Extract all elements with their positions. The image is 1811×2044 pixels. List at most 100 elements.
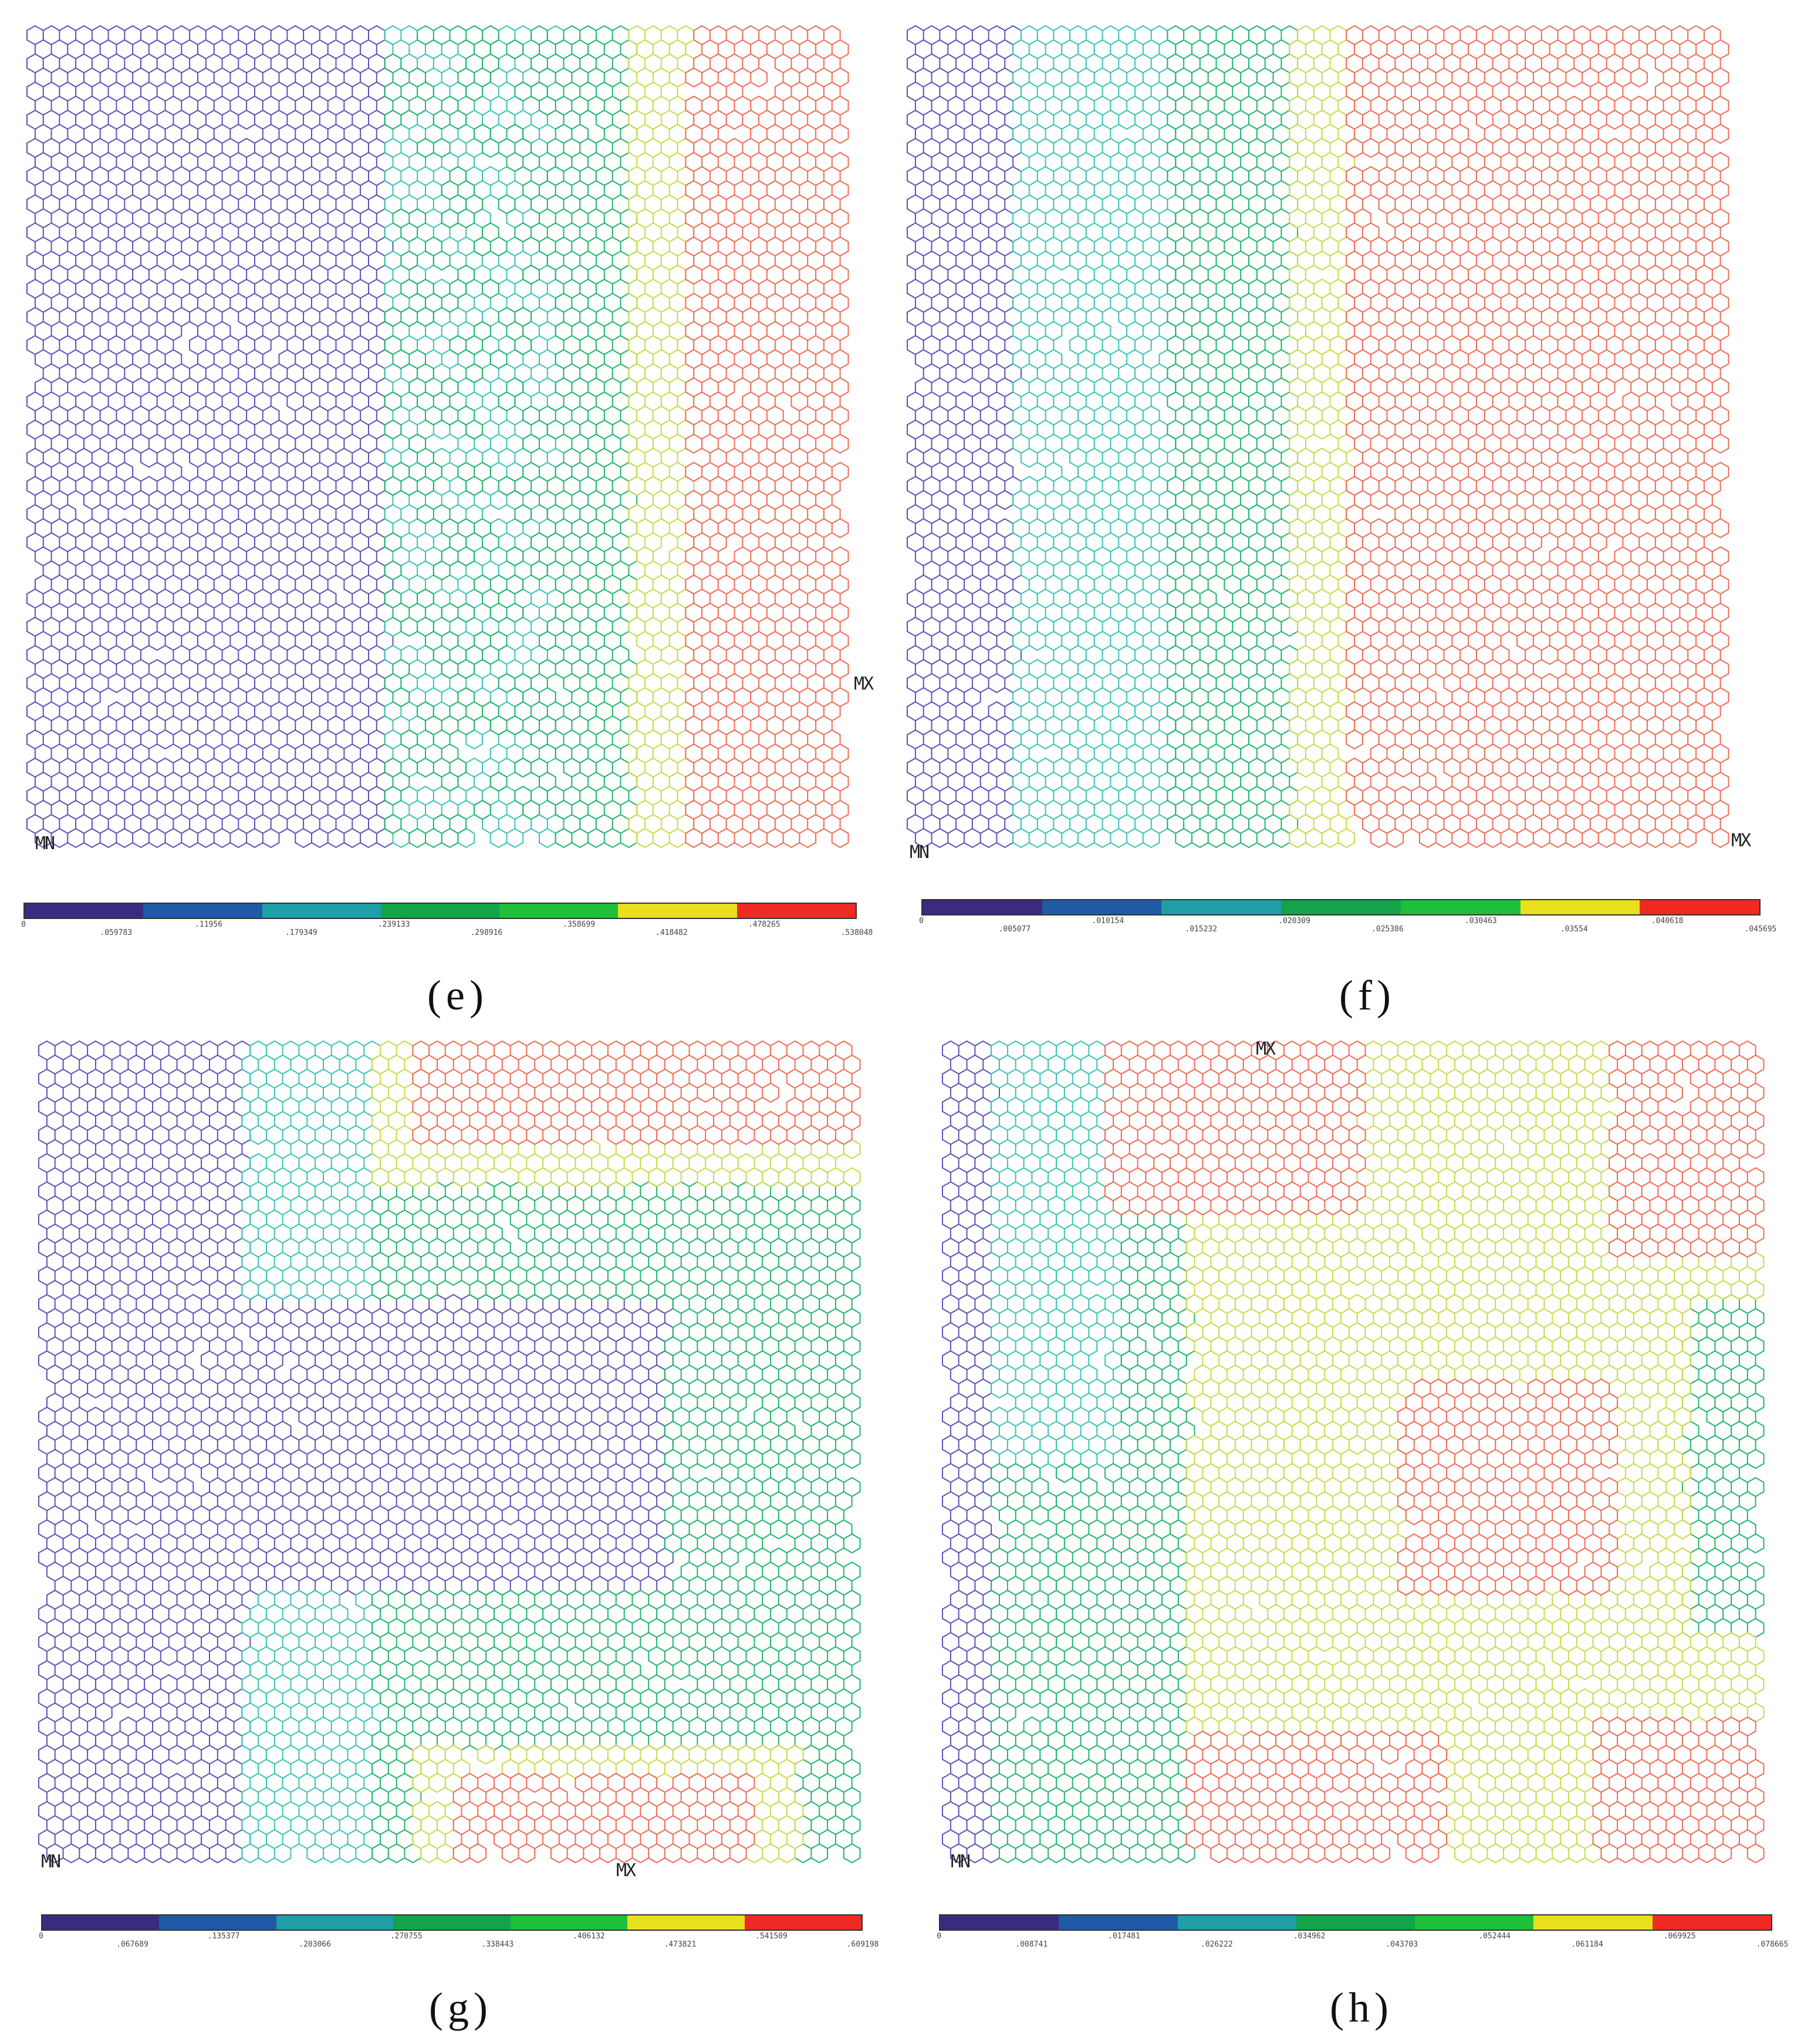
legend-tick-label: .239133	[377, 920, 410, 929]
min-marker: MN	[910, 842, 930, 863]
legend-tick-label: .015232	[1185, 925, 1218, 934]
legend-tick-label: .043703	[1386, 1940, 1418, 1949]
legend-band-3	[276, 1915, 394, 1930]
legend-ticks: 0 .059783 .11956 .179349 .239133 .298916 .3586…	[21, 920, 873, 938]
hex-cells-zone-3	[384, 25, 638, 849]
panel-caption-e: (e)	[427, 972, 488, 1019]
hex-mesh-g	[38, 1040, 861, 1864]
hex-cells-zone-4	[1289, 25, 1356, 849]
max-marker: MX	[854, 674, 874, 694]
legend-tick-label: .270755	[390, 1932, 423, 1941]
hex-mesh-h	[942, 1040, 1765, 1864]
legend-ticks: 0 .067689 .135377 .203066 .270755 .338443 .406…	[39, 1932, 879, 1950]
legend-tick-label: .135377	[207, 1932, 240, 1941]
legend-tick-label: .609198	[846, 1940, 879, 1949]
legend-band-2	[143, 904, 262, 918]
legend-tick-label: .473821	[664, 1940, 697, 1949]
hex-cells-zone-5	[1346, 25, 1729, 849]
legend-tick-label: .298916	[470, 928, 503, 937]
hex-cells-zone-2	[241, 1040, 381, 1864]
hex-cells-zone-5	[685, 25, 849, 849]
color-legend-bar	[23, 903, 857, 919]
legend-band-7	[1652, 1915, 1771, 1930]
legend-band-1	[923, 900, 1042, 914]
legend-band-2	[159, 1915, 276, 1930]
legend-band-6	[618, 904, 737, 918]
hex-cells-zone-3	[371, 1181, 861, 1864]
legend-band-6	[1533, 1915, 1653, 1930]
legend-tick-label: .017481	[1108, 1932, 1140, 1941]
color-legend-bar	[939, 1914, 1772, 1931]
legend-ticks: 0 .008741 .017481 .026222 .034962 .043703 .052…	[937, 1932, 1788, 1950]
legend-tick-label: .059783	[100, 928, 133, 937]
panel-caption-f: (f)	[1339, 972, 1396, 1019]
legend-band-2	[1042, 900, 1162, 914]
panel-e: MN MX 0 .059783 .11956 .179349 .239133 .29891…	[21, 23, 892, 1019]
legend-tick-label: .045695	[1744, 925, 1777, 934]
hex-cells-zone-5	[1104, 1040, 1765, 1864]
legend-tick-label: .020309	[1278, 917, 1310, 925]
legend-band-5	[499, 904, 619, 918]
max-marker: MX	[1256, 1039, 1276, 1059]
legend-tick-label: .052444	[1478, 1932, 1511, 1941]
legend-band-3	[1177, 1915, 1296, 1930]
hex-cells-zone-3	[1167, 25, 1299, 849]
color-legend-bar	[921, 899, 1761, 915]
legend-band-1	[42, 1915, 160, 1930]
legend-band-5	[510, 1915, 628, 1930]
legend-band-3	[262, 904, 381, 918]
legend-tick-label: .541509	[755, 1932, 788, 1941]
legend-band-5	[1400, 900, 1521, 914]
hex-cells-zone-5	[412, 1040, 861, 1864]
panel-h: MN MX 0 .008741 .017481 .026222 .034962 .0437…	[937, 1039, 1796, 2036]
legend-band-7	[744, 1915, 861, 1930]
legend-tick-label: .179349	[285, 928, 317, 937]
min-marker: MN	[35, 833, 55, 854]
legend-band-6	[1520, 900, 1640, 914]
legend-tick-label: .338443	[481, 1940, 514, 1949]
legend-tick-label: 0	[21, 920, 26, 929]
hex-mesh-f	[907, 25, 1729, 849]
min-marker: MN	[951, 1852, 971, 1872]
legend-tick-label: .030463	[1464, 917, 1497, 925]
legend-tick-label: .203066	[299, 1940, 332, 1949]
legend-tick-label: .010154	[1092, 917, 1124, 925]
legend-tick-label: .358699	[563, 920, 596, 929]
legend-tick-label: .005077	[998, 925, 1031, 934]
legend-band-3	[1161, 900, 1282, 914]
hex-mesh-e	[26, 25, 849, 849]
hex-cells-zone-1	[907, 25, 1022, 849]
hex-cells-zone-3	[991, 1209, 1765, 1864]
legend-tick-label: .008741	[1015, 1940, 1048, 1949]
hex-cells-zone-4	[628, 25, 695, 849]
panel-caption-h: (h)	[1330, 1984, 1393, 2031]
color-legend-bar	[41, 1914, 863, 1931]
hex-cells-zone-2	[1012, 25, 1177, 849]
legend-band-4	[380, 904, 500, 918]
legend-band-6	[627, 1915, 745, 1930]
hex-cells-zone-2	[991, 1040, 1130, 1469]
panel-f: MN MX 0 .005077 .010154 .015232 .020309 .0253…	[904, 23, 1784, 1019]
legend-tick-label: 0	[39, 1932, 43, 1941]
panel-g: MN MX 0 .067689 .135377 .203066 .270755 .3384…	[35, 1039, 904, 2036]
legend-band-2	[1059, 1915, 1178, 1930]
legend-tick-label: .418482	[656, 928, 688, 937]
legend-tick-label: .03554	[1560, 925, 1588, 934]
legend-tick-label: .026222	[1200, 1940, 1233, 1949]
legend-tick-label: .538048	[840, 928, 873, 937]
legend-band-7	[1640, 900, 1760, 914]
legend-tick-label: .406132	[572, 1932, 605, 1941]
legend-tick-label: .025386	[1371, 925, 1404, 934]
panel-caption-g: (g)	[429, 1984, 492, 2031]
legend-band-4	[1281, 900, 1401, 914]
legend-band-1	[940, 1915, 1059, 1930]
legend-tick-label: .061184	[1571, 1940, 1603, 1949]
legend-tick-label: .11956	[195, 920, 223, 929]
min-marker: MN	[41, 1852, 61, 1872]
legend-tick-label: .034962	[1293, 1932, 1326, 1941]
legend-band-4	[1296, 1915, 1415, 1930]
hex-cells-zone-1	[26, 25, 394, 849]
max-marker: MX	[1731, 830, 1751, 851]
legend-band-7	[736, 904, 856, 918]
legend-tick-label: .078665	[1756, 1940, 1789, 1949]
